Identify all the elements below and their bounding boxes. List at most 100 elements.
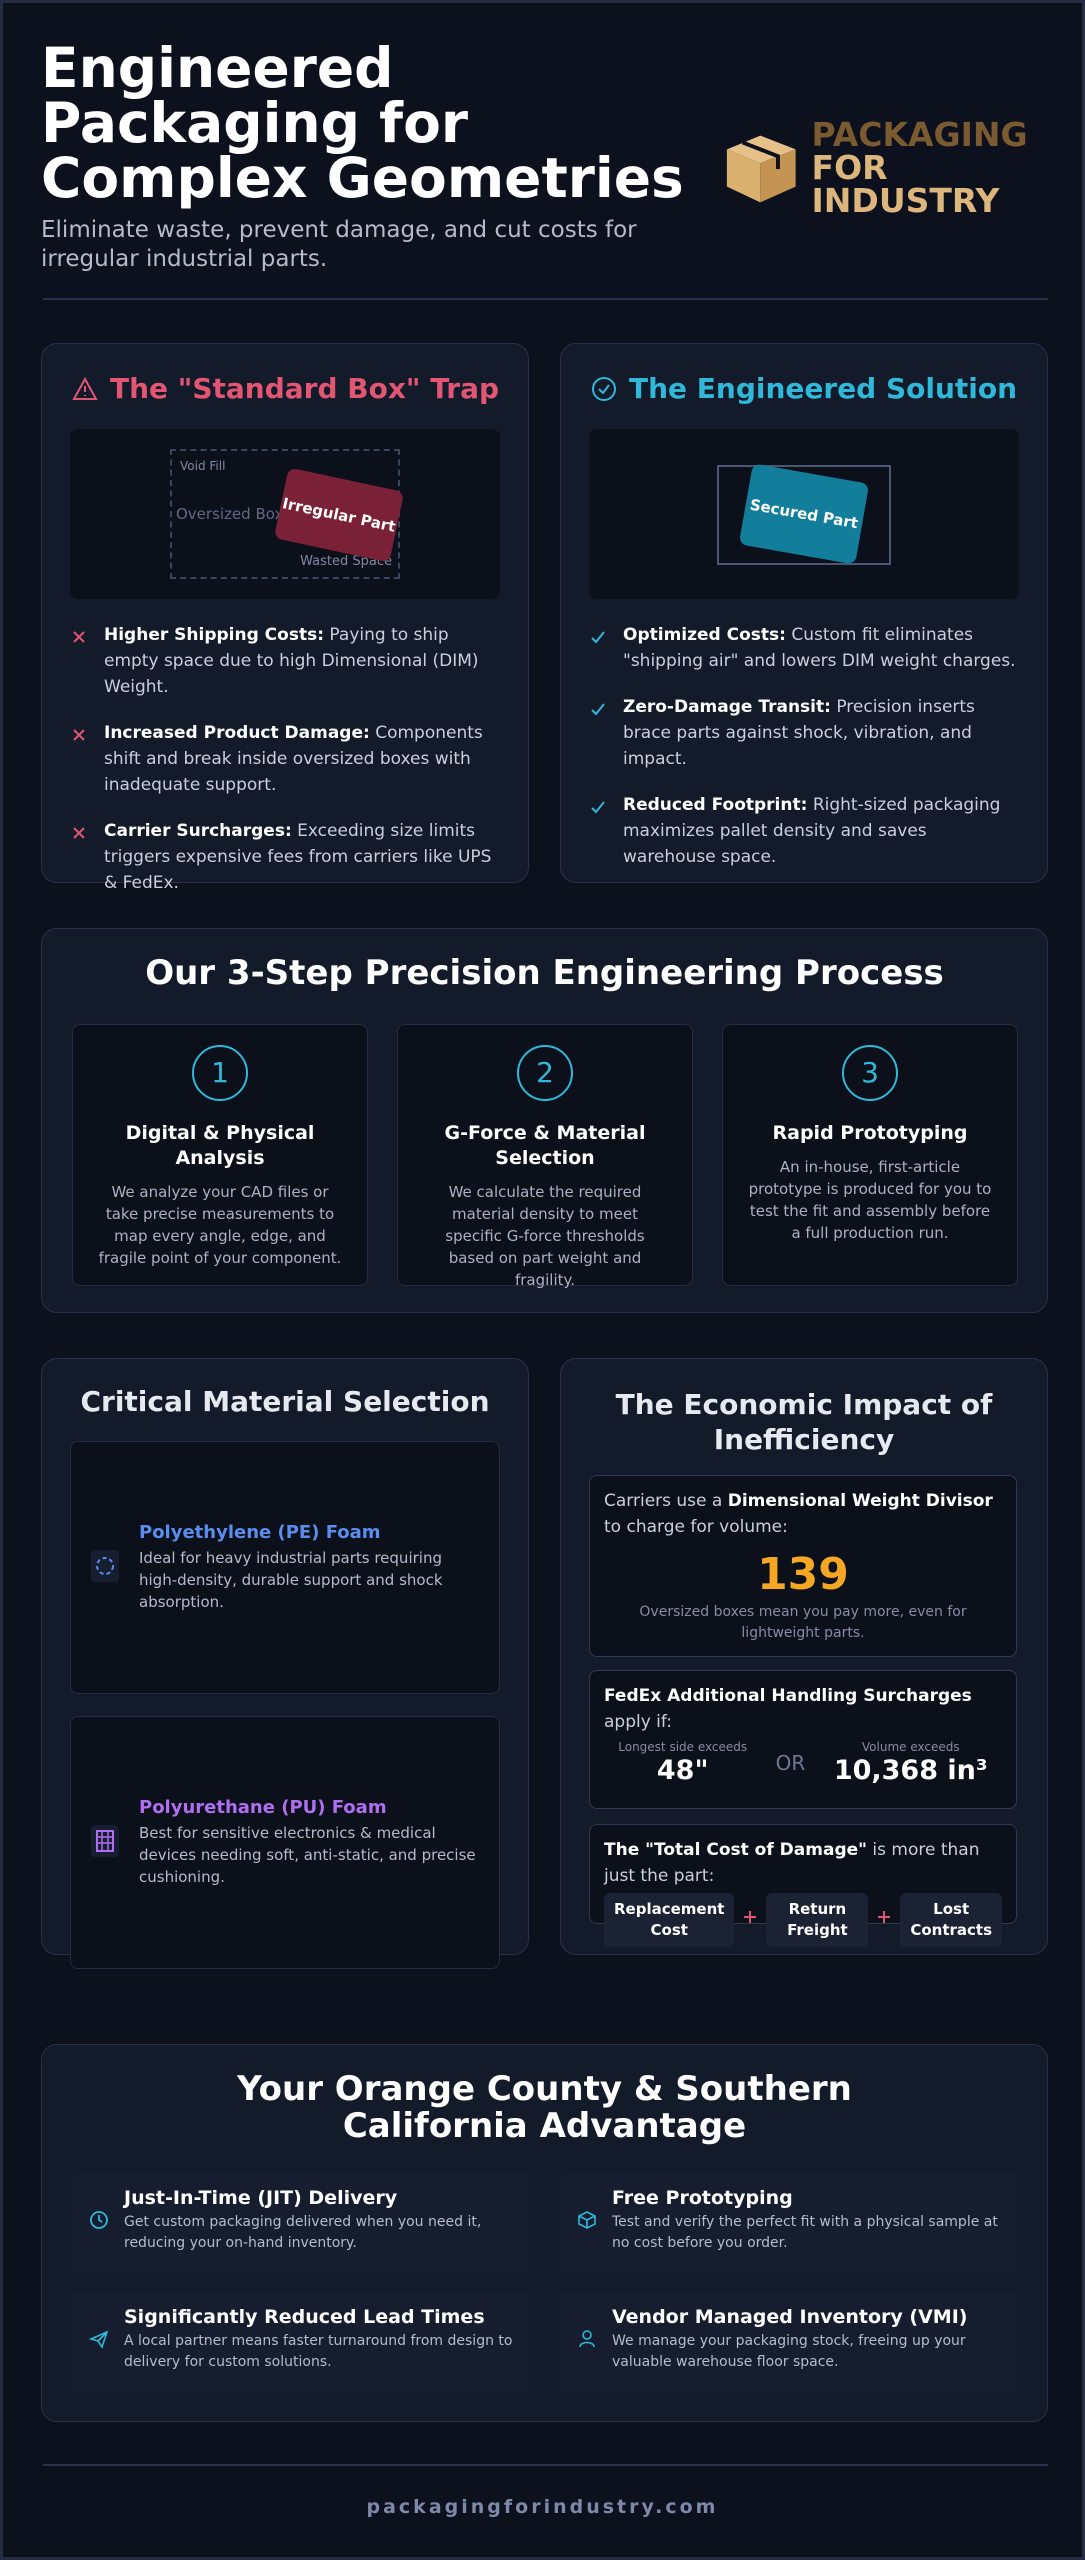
item-text: Increased Product Damage: Components shi… xyxy=(104,720,500,798)
list-item: Increased Product Damage: Components shi… xyxy=(70,720,500,798)
material: Polyurethane (PU) Foam Best for sensitive… xyxy=(70,1716,500,1969)
criteria: Longest side exceeds 48" OR Volume exceed… xyxy=(604,1739,1002,1787)
step-number: 2 xyxy=(517,1045,573,1101)
graphic xyxy=(91,1824,119,1857)
illustration: Void Fill Oversized Box Wasted Space Irr… xyxy=(70,429,500,599)
title: Engineered Packaging for Complex Geometr… xyxy=(41,36,684,210)
item-desc: Paying to ship empty space due to high D… xyxy=(104,625,479,697)
label: Void Fill xyxy=(180,459,226,473)
step: 2 G-Force & Material Selection We calculat… xyxy=(397,1024,693,1289)
process-card: Our 3-Step Precision Engineering Process… xyxy=(41,928,1048,1313)
advantage-icon xyxy=(88,2187,110,2259)
irregular-part: Irregular Part xyxy=(273,467,405,563)
cost-item: Replacement Cost xyxy=(604,1893,735,1947)
step-number: 1 xyxy=(192,1045,248,1101)
label: Volume exceeds xyxy=(861,1740,960,1754)
card-title: The Engineered Solution xyxy=(591,372,1017,405)
step-text: We calculate the required material densi… xyxy=(445,1183,645,1289)
materials-card: Critical Material Selection Polyethylene… xyxy=(41,1358,529,1969)
graphic xyxy=(578,2211,596,2229)
graphic xyxy=(582,2330,592,2340)
graphic xyxy=(592,376,616,401)
step-text: An in-house, first-article prototype is … xyxy=(748,1158,992,1242)
list-item: Zero-Damage Transit: Precision inserts b… xyxy=(589,694,1019,772)
custom-box: Secured Part xyxy=(717,463,891,565)
graphic xyxy=(72,376,98,400)
advantage: Free Prototyping Test and verify the perf… xyxy=(560,2173,1017,2273)
graphic xyxy=(578,2211,596,2229)
step-title: Digital & Physical Analysis xyxy=(125,1122,315,1169)
advantage-title: Significantly Reduced Lead Times xyxy=(124,2306,485,2328)
advantage: Just-In-Time (JIT) Delivery Get custom pa… xyxy=(72,2173,529,2273)
material-text: Polyethylene (PE) Foam Ideal for heavy in… xyxy=(139,1522,479,1613)
graphic xyxy=(90,2211,108,2229)
solution-card: The Engineered Solution Secured Part Opt… xyxy=(560,343,1048,883)
secured-part: Secured Part xyxy=(738,463,870,565)
criterion: Longest side exceeds 48" xyxy=(618,1739,747,1787)
material-desc: Ideal for heavy industrial parts requiri… xyxy=(139,1549,443,1611)
graphic xyxy=(73,631,85,643)
step: 3 Rapid Prototyping An in-house, first-art… xyxy=(722,1024,1018,1286)
graphic xyxy=(744,1911,757,1923)
graphic xyxy=(579,2341,595,2348)
costs: Replacement Cost Return Freight Lost Contr… xyxy=(604,1893,1002,1947)
cross-icon xyxy=(73,729,85,741)
logo-text: PACKAGING FOR INDUSTRY xyxy=(812,118,1082,217)
cross-icon xyxy=(73,827,85,839)
advantage-desc: Get custom packaging delivered when you … xyxy=(124,2214,482,2251)
footer: packagingforindustry.com xyxy=(366,2496,719,2518)
step-number: 3 xyxy=(842,1045,898,1101)
advantage-text: Free Prototyping Test and verify the perf… xyxy=(612,2187,1001,2259)
material: Polyethylene (PE) Foam Ideal for heavy in… xyxy=(70,1441,500,1694)
illustration: Secured Part xyxy=(589,429,1019,599)
item-desc: Components shift and break inside oversi… xyxy=(104,723,483,795)
advantage: Vendor Managed Inventory (VMI) We manage … xyxy=(560,2292,1017,2392)
graphic xyxy=(591,631,605,644)
graphic xyxy=(878,1911,891,1923)
note: Oversized boxes mean you pay more, even … xyxy=(639,1604,967,1641)
criterion: Volume exceeds 10,368 in³ xyxy=(834,1739,988,1787)
material-text: Polyurethane (PU) Foam Best for sensitive… xyxy=(139,1797,479,1888)
advantage-card: Your Orange County & Southern California… xyxy=(41,2044,1048,2422)
item-text: Optimized Costs: Custom fit eliminates "… xyxy=(623,622,1019,674)
text: to charge for volume: xyxy=(604,1517,788,1537)
item-label: Increased Product Damage: xyxy=(104,723,370,743)
advantage-desc: A local partner means faster turnaround … xyxy=(124,2333,513,2370)
value: 48" xyxy=(656,1755,709,1786)
text: apply if: xyxy=(604,1712,673,1732)
graphic xyxy=(760,148,796,202)
item-desc: Right-sized packaging maximizes pallet d… xyxy=(623,795,1001,867)
graphic xyxy=(598,383,610,395)
material-name: Polyethylene (PE) Foam xyxy=(139,1522,381,1543)
title-text: The Engineered Solution xyxy=(629,372,1018,405)
graphic xyxy=(91,1549,119,1582)
graphic xyxy=(592,376,616,401)
advantage-icon xyxy=(576,2187,598,2259)
card-title: The Economic Impact of Inefficiency xyxy=(615,1388,993,1456)
logo-icon xyxy=(726,135,796,202)
list-item: Carrier Surcharges: Exceeding size limit… xyxy=(70,818,500,896)
advantage-title: Free Prototyping xyxy=(612,2187,793,2209)
check-icon xyxy=(591,801,605,814)
graphic xyxy=(726,148,761,202)
section-title: Our 3-Step Precision Engineering Process xyxy=(145,953,944,993)
advantage-icon xyxy=(88,2306,110,2378)
divisor-value: 139 xyxy=(757,1549,849,1600)
advantage-text: Significantly Reduced Lead Times A local … xyxy=(124,2306,513,2378)
text-bold: Dimensional Weight Divisor xyxy=(727,1491,993,1511)
graphic xyxy=(591,801,605,814)
graphic xyxy=(744,1911,757,1923)
subtitle: Eliminate waste, prevent damage, and cut… xyxy=(41,217,637,272)
graphic xyxy=(96,1829,114,1852)
graphic xyxy=(878,1911,891,1923)
graphic xyxy=(90,2211,108,2229)
material-icon xyxy=(91,1824,119,1861)
advantage-desc: Test and verify the perfect fit with a p… xyxy=(612,2214,998,2251)
title-text: The "Standard Box" Trap xyxy=(110,372,500,405)
graphic xyxy=(97,1830,113,1851)
item-text: Carrier Surcharges: Exceeding size limit… xyxy=(104,818,500,896)
graphic xyxy=(88,2330,109,2349)
graphic xyxy=(73,827,85,839)
